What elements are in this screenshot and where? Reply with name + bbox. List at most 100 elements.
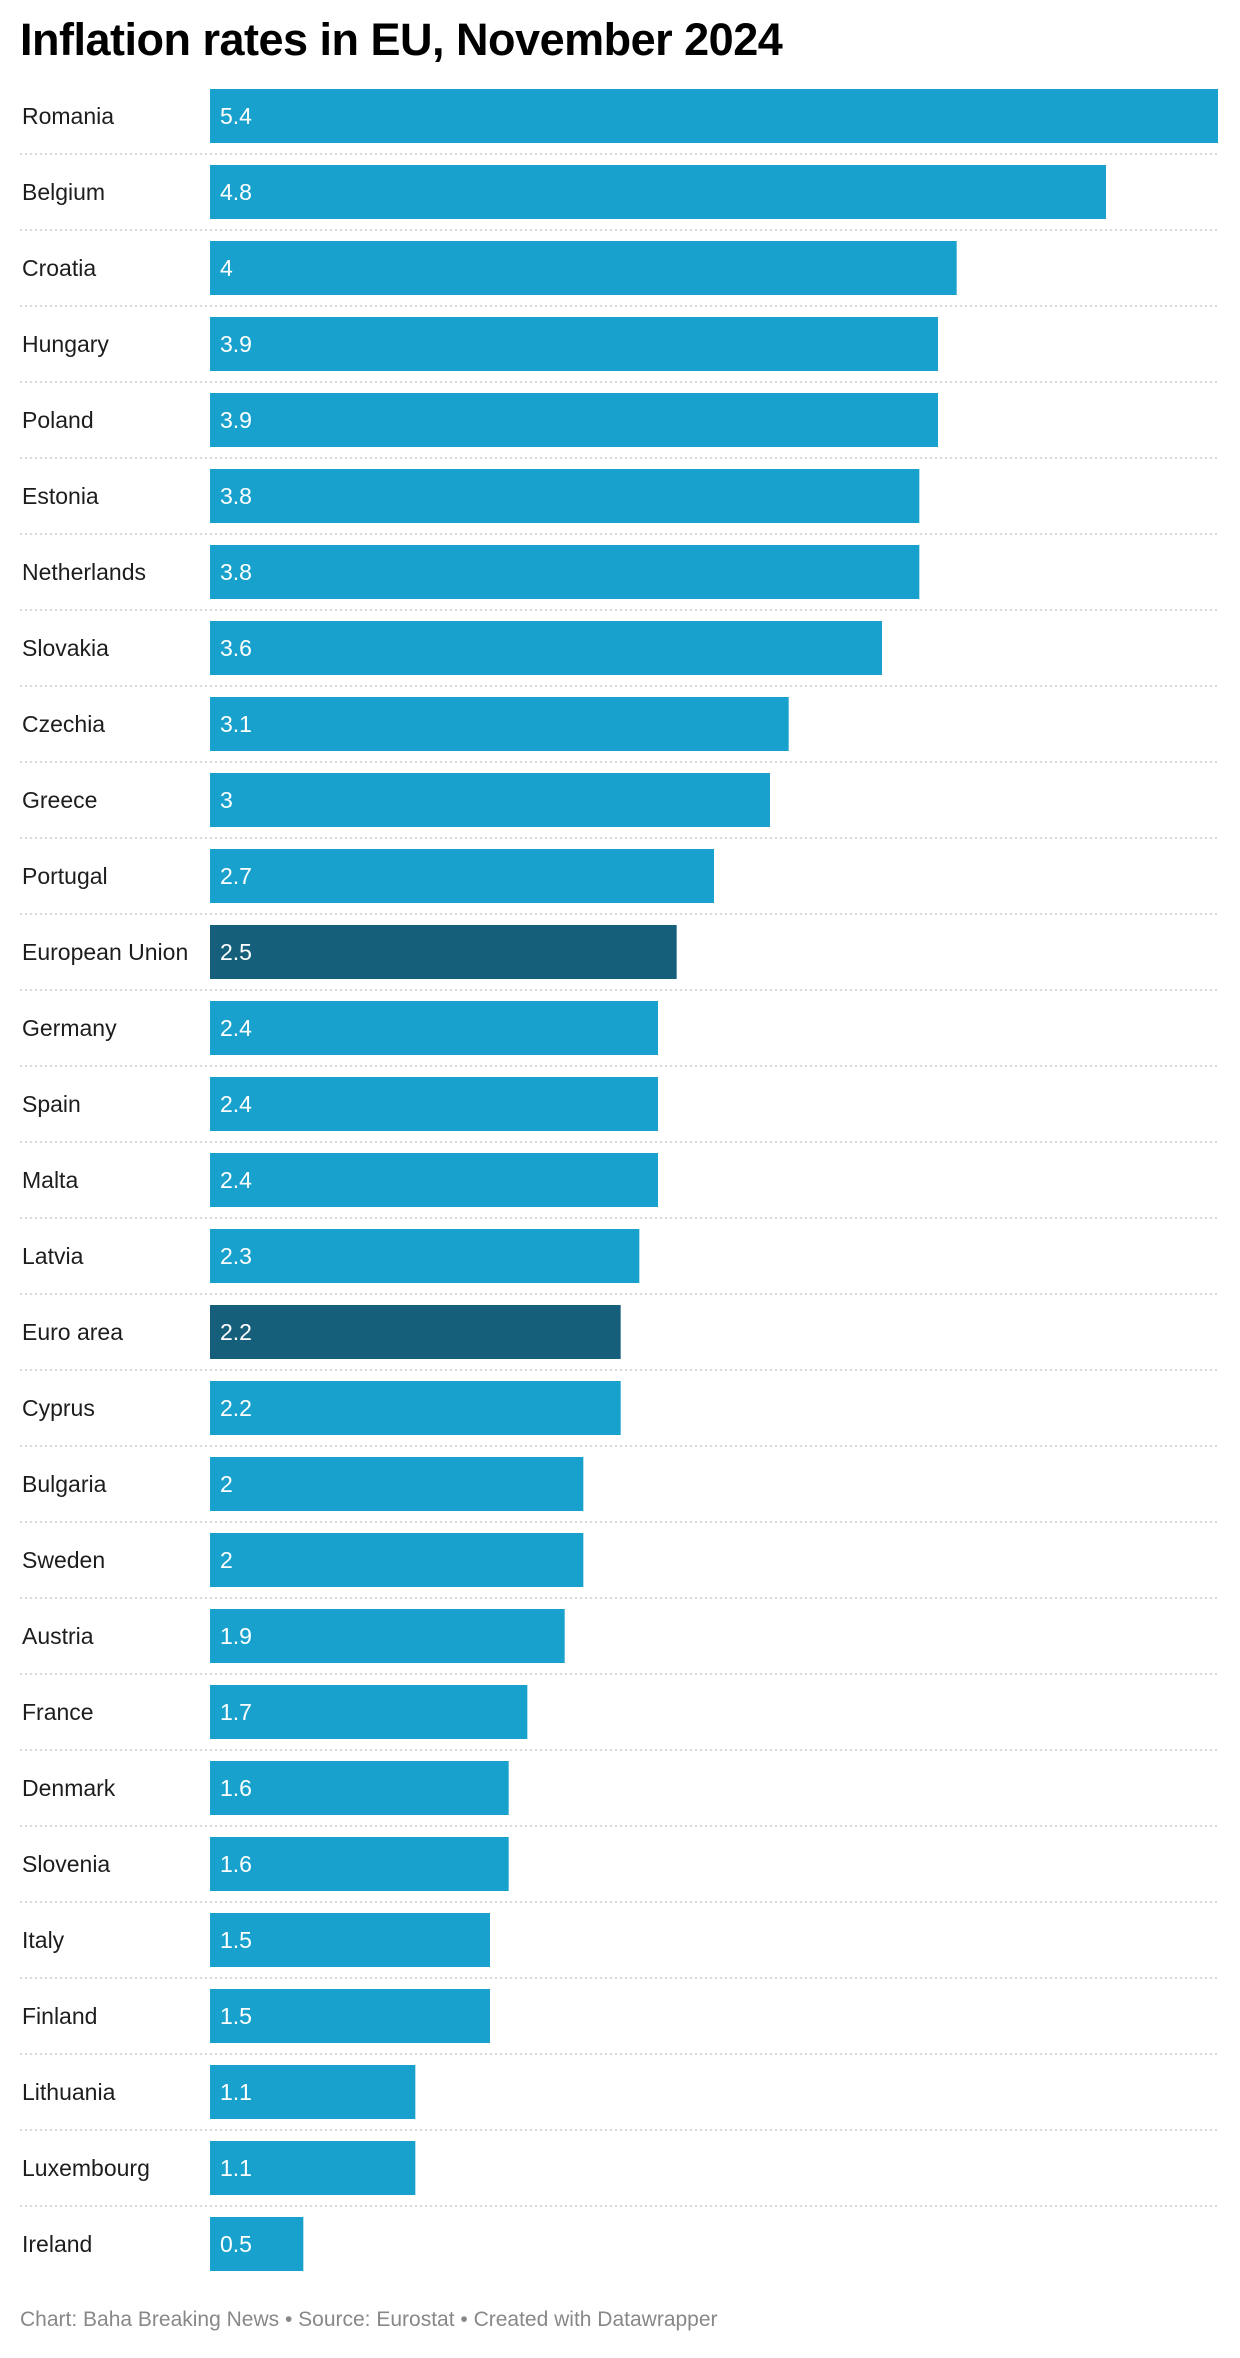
bar-row-ireland: Ireland 0.5 bbox=[22, 2217, 304, 2271]
category-label-cyprus: Cyprus bbox=[22, 1395, 95, 1421]
category-label-germany: Germany bbox=[22, 1015, 117, 1041]
value-label-malta: 2.4 bbox=[220, 1167, 252, 1193]
value-label-italy: 1.5 bbox=[220, 1927, 252, 1953]
bar-slovenia bbox=[210, 1837, 509, 1891]
bar-italy bbox=[210, 1913, 490, 1967]
value-label-slovenia: 1.6 bbox=[220, 1851, 252, 1877]
value-label-belgium: 4.8 bbox=[220, 179, 252, 205]
value-label-european-union: 2.5 bbox=[220, 939, 252, 965]
value-label-greece: 3 bbox=[220, 787, 233, 813]
value-label-netherlands: 3.8 bbox=[220, 559, 252, 585]
bar-row-european-union: European Union 2.5 bbox=[20, 925, 1218, 991]
category-label-greece: Greece bbox=[22, 787, 97, 813]
chart-footer: Chart: Baha Breaking News • Source: Euro… bbox=[20, 2308, 718, 2331]
category-label-hungary: Hungary bbox=[22, 331, 109, 357]
category-label-luxembourg: Luxembourg bbox=[22, 2155, 150, 2181]
bar-netherlands bbox=[210, 545, 920, 599]
bar-row-spain: Spain 2.4 bbox=[20, 1077, 1218, 1143]
category-label-euro-area: Euro area bbox=[22, 1319, 123, 1345]
value-label-estonia: 3.8 bbox=[220, 483, 252, 509]
bar-row-italy: Italy 1.5 bbox=[20, 1913, 1218, 1979]
category-label-bulgaria: Bulgaria bbox=[22, 1471, 107, 1497]
category-label-denmark: Denmark bbox=[22, 1775, 116, 1801]
bar-romania bbox=[210, 89, 1218, 143]
category-label-belgium: Belgium bbox=[22, 179, 105, 205]
bar-row-greece: Greece 3 bbox=[20, 773, 1218, 839]
value-label-romania: 5.4 bbox=[220, 103, 252, 129]
category-label-european-union: European Union bbox=[22, 939, 188, 965]
bar-row-denmark: Denmark 1.6 bbox=[20, 1761, 1218, 1827]
value-label-hungary: 3.9 bbox=[220, 331, 252, 357]
bar-malta bbox=[210, 1153, 658, 1207]
value-label-sweden: 2 bbox=[220, 1547, 233, 1573]
bar-lithuania bbox=[210, 2065, 416, 2119]
value-label-latvia: 2.3 bbox=[220, 1243, 252, 1269]
bar-greece bbox=[210, 773, 770, 827]
bar-row-malta: Malta 2.4 bbox=[20, 1153, 1218, 1219]
bar-row-latvia: Latvia 2.3 bbox=[20, 1229, 1218, 1295]
bar-row-portugal: Portugal 2.7 bbox=[20, 849, 1218, 915]
bar-row-austria: Austria 1.9 bbox=[20, 1609, 1218, 1675]
bar-latvia bbox=[210, 1229, 640, 1283]
bar-portugal bbox=[210, 849, 714, 903]
bar-row-bulgaria: Bulgaria 2 bbox=[20, 1457, 1218, 1523]
bar-ireland bbox=[210, 2217, 304, 2271]
bar-row-hungary: Hungary 3.9 bbox=[20, 317, 1218, 383]
value-label-cyprus: 2.2 bbox=[220, 1395, 252, 1421]
bar-estonia bbox=[210, 469, 920, 523]
bar-finland bbox=[210, 1989, 490, 2043]
category-label-slovakia: Slovakia bbox=[22, 635, 109, 661]
bar-croatia bbox=[210, 241, 957, 295]
bar-spain bbox=[210, 1077, 658, 1131]
value-label-denmark: 1.6 bbox=[220, 1775, 252, 1801]
bar-european-union bbox=[210, 925, 677, 979]
category-label-italy: Italy bbox=[22, 1927, 65, 1953]
value-label-lithuania: 1.1 bbox=[220, 2079, 252, 2105]
category-label-czechia: Czechia bbox=[22, 711, 105, 737]
category-label-france: France bbox=[22, 1699, 94, 1725]
bar-row-cyprus: Cyprus 2.2 bbox=[20, 1381, 1218, 1447]
bar-denmark bbox=[210, 1761, 509, 1815]
bar-row-germany: Germany 2.4 bbox=[20, 1001, 1218, 1067]
bar-row-sweden: Sweden 2 bbox=[20, 1533, 1218, 1599]
category-label-romania: Romania bbox=[22, 103, 114, 129]
category-label-slovenia: Slovenia bbox=[22, 1851, 110, 1877]
bar-row-slovakia: Slovakia 3.6 bbox=[20, 621, 1218, 687]
bar-cyprus bbox=[210, 1381, 621, 1435]
value-label-spain: 2.4 bbox=[220, 1091, 252, 1117]
category-label-poland: Poland bbox=[22, 407, 94, 433]
category-label-austria: Austria bbox=[22, 1623, 94, 1649]
bar-france bbox=[210, 1685, 528, 1739]
bar-germany bbox=[210, 1001, 658, 1055]
value-label-finland: 1.5 bbox=[220, 2003, 252, 2029]
bar-row-slovenia: Slovenia 1.6 bbox=[20, 1837, 1218, 1903]
category-label-finland: Finland bbox=[22, 2003, 97, 2029]
category-label-latvia: Latvia bbox=[22, 1243, 84, 1269]
bar-row-belgium: Belgium 4.8 bbox=[20, 165, 1218, 231]
category-label-croatia: Croatia bbox=[22, 255, 96, 281]
bar-row-czechia: Czechia 3.1 bbox=[20, 697, 1218, 763]
value-label-germany: 2.4 bbox=[220, 1015, 252, 1041]
category-label-lithuania: Lithuania bbox=[22, 2079, 116, 2105]
value-label-ireland: 0.5 bbox=[220, 2231, 252, 2257]
bar-row-finland: Finland 1.5 bbox=[20, 1989, 1218, 2055]
bar-austria bbox=[210, 1609, 565, 1663]
bar-row-croatia: Croatia 4 bbox=[20, 241, 1218, 307]
bar-bulgaria bbox=[210, 1457, 584, 1511]
category-label-estonia: Estonia bbox=[22, 483, 99, 509]
category-label-sweden: Sweden bbox=[22, 1547, 105, 1573]
bar-chart: Romania 5.4 Belgium 4.8 Croatia 4 Hungary 3.9 Po… bbox=[20, 89, 1218, 2271]
value-label-croatia: 4 bbox=[220, 255, 233, 281]
bar-row-estonia: Estonia 3.8 bbox=[20, 469, 1218, 535]
bar-poland bbox=[210, 393, 938, 447]
chart-title: Inflation rates in EU, November 2024 bbox=[20, 14, 783, 65]
bar-sweden bbox=[210, 1533, 584, 1587]
category-label-malta: Malta bbox=[22, 1167, 78, 1193]
bar-row-romania: Romania 5.4 bbox=[20, 89, 1218, 155]
value-label-austria: 1.9 bbox=[220, 1623, 252, 1649]
value-label-poland: 3.9 bbox=[220, 407, 252, 433]
bar-belgium bbox=[210, 165, 1106, 219]
value-label-portugal: 2.7 bbox=[220, 863, 252, 889]
bar-row-netherlands: Netherlands 3.8 bbox=[20, 545, 1218, 611]
bar-row-luxembourg: Luxembourg 1.1 bbox=[20, 2141, 1218, 2207]
